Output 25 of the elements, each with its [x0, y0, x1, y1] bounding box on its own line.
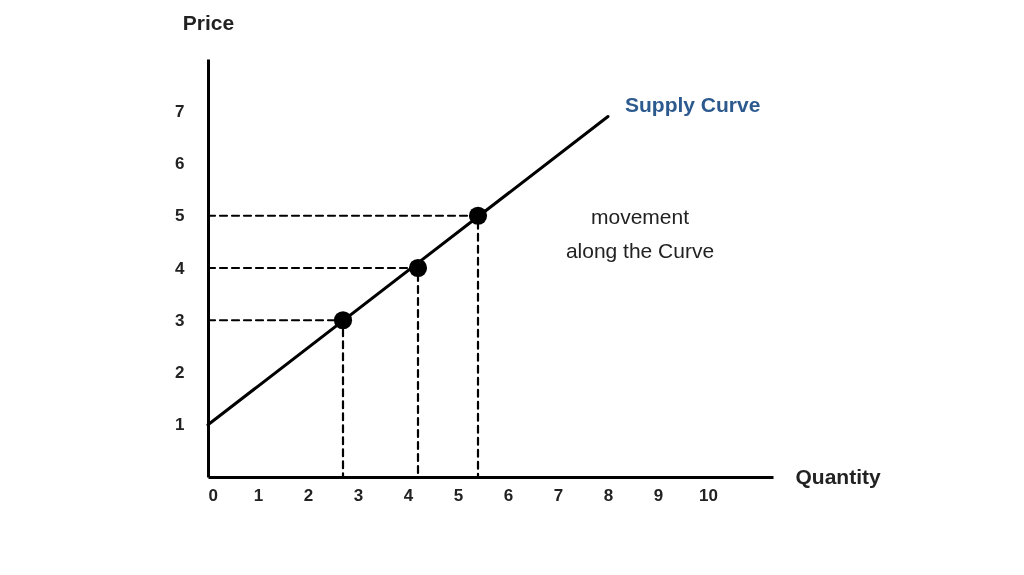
x-tick-label: 3 [353, 485, 364, 505]
y-tick-label: 6 [175, 154, 185, 173]
x-tick-label: 8 [603, 485, 614, 505]
point [468, 206, 488, 225]
y-tick-label: 3 [175, 310, 185, 330]
y-axis-title: Price [182, 10, 235, 34]
x-tick-label: 10 [699, 485, 718, 505]
y-tick-label: 5 [175, 206, 185, 226]
x-axis-title: Quantity [795, 464, 881, 488]
x-tick-label: 4 [403, 485, 414, 505]
point [408, 258, 428, 278]
y-tick-label: 7 [175, 101, 185, 121]
point [333, 311, 353, 330]
annotation: movement along the Curve [565, 205, 715, 262]
y-tick-label: 4 [175, 258, 186, 278]
x-tick-label: 1 [253, 485, 264, 505]
annotation: Supply Curve [625, 93, 761, 116]
x-tick-label: 7 [553, 485, 564, 505]
x-tick-label: 9 [653, 485, 664, 505]
x-tick-label: 6 [503, 485, 514, 505]
y-tick-label: 1 [175, 415, 185, 435]
x-tick-label: 5 [453, 485, 464, 505]
y-tick-label: 2 [175, 363, 185, 382]
x-tick-label: 0 [208, 485, 218, 505]
x-tick-label: 2 [303, 485, 314, 505]
